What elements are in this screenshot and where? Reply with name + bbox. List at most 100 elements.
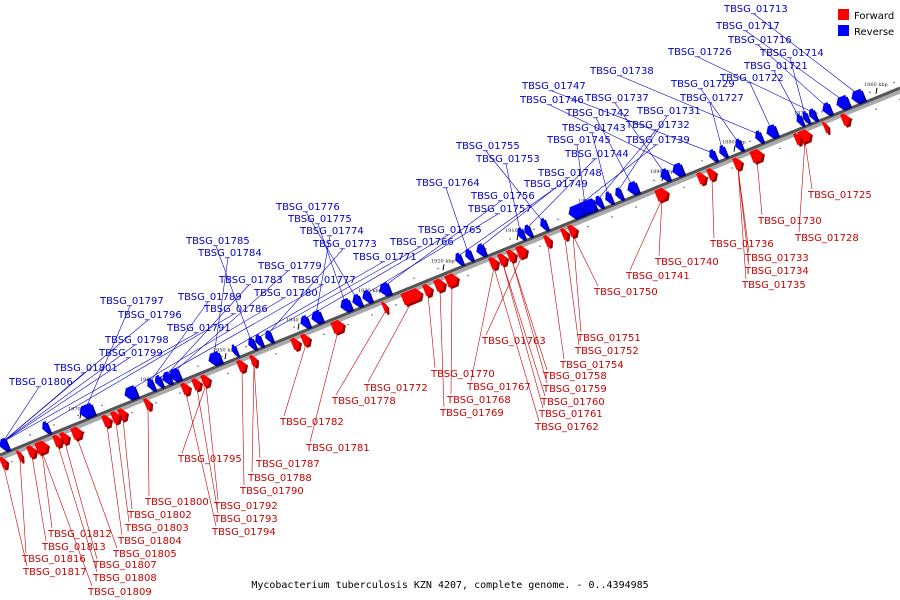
tick-dot <box>101 404 103 407</box>
reverse-gene-label: TBSG_01765 <box>417 225 482 236</box>
reverse-leader-line <box>365 213 499 295</box>
forward-gene-label: TBSG_01751 <box>576 333 641 344</box>
forward-gene-arrow <box>70 426 84 442</box>
reverse-gene-label: TBSG_01798 <box>104 335 169 346</box>
forward-gene-label: TBSG_01769 <box>439 408 504 419</box>
reverse-leader-line <box>526 158 596 229</box>
reverse-gene-label: TBSG_01739 <box>625 135 690 146</box>
reverse-gene-arrow <box>0 437 12 453</box>
forward-leader-line <box>76 437 118 549</box>
legend-forward-label: Forward <box>854 11 894 22</box>
forward-gene-label: TBSG_01768 <box>446 395 511 406</box>
reverse-gene-label: TBSG_01766 <box>389 237 454 248</box>
reverse-gene-arrow <box>465 248 476 263</box>
reverse-gene-arrow <box>766 124 781 140</box>
reverse-gene-label: TBSG_01779 <box>257 261 322 272</box>
reverse-gene-arrow <box>540 217 551 232</box>
forward-gene-arrow <box>200 374 213 389</box>
reverse-leader-line <box>597 129 657 200</box>
tick-dot <box>437 267 439 270</box>
forward-gene-arrow <box>26 445 39 460</box>
tick-dot <box>29 433 31 436</box>
forward-leader-line <box>19 460 27 554</box>
forward-leader-line <box>450 284 453 395</box>
forward-leader-line <box>64 442 98 560</box>
reverse-gene-label: TBSG_01785 <box>185 236 250 247</box>
tick-dot <box>893 81 895 84</box>
forward-leader-line <box>147 408 150 497</box>
reverse-gene-label: TBSG_01799 <box>98 348 163 359</box>
reverse-gene-label: TBSG_01713 <box>723 4 788 15</box>
tick-dot <box>371 313 373 316</box>
tick-dot <box>653 179 655 182</box>
reverse-gene-arrow <box>735 138 746 153</box>
forward-gene-label: TBSG_01793 <box>213 514 278 525</box>
forward-gene-label: TBSG_01730 <box>757 216 822 227</box>
reverse-leader-line <box>2 372 85 443</box>
forward-gene-label: TBSG_01752 <box>574 346 639 357</box>
forward-gene-label: TBSG_01760 <box>540 397 605 408</box>
forward-leader-line <box>31 455 47 542</box>
forward-gene-label: TBSG_01816 <box>21 554 86 565</box>
reverse-gene-label: TBSG_01791 <box>166 323 231 334</box>
reverse-gene-arrow <box>595 195 606 210</box>
forward-leader-line <box>658 199 663 257</box>
legend: Forward Reverse <box>838 9 894 38</box>
forward-gene-label: TBSG_01759 <box>542 384 607 395</box>
reverse-leader-line <box>549 104 678 168</box>
reverse-gene-arrow <box>79 402 98 420</box>
reverse-gene-arrow <box>162 371 175 386</box>
forward-leader-line <box>737 168 750 266</box>
tick-dot <box>875 108 877 111</box>
tick-dot <box>485 248 487 250</box>
forward-leader-line <box>470 267 495 382</box>
forward-leader-line <box>502 263 544 409</box>
reverse-gene-arrow <box>379 281 394 298</box>
reverse-leader-line <box>595 117 633 186</box>
axis-tick <box>875 87 878 94</box>
reverse-gene-arrow <box>124 385 141 402</box>
reverse-gene-arrow <box>796 113 806 128</box>
forward-leader-line <box>804 140 813 190</box>
forward-gene-arrow <box>400 288 424 308</box>
reverse-gene-label: TBSG_01797 <box>99 296 164 307</box>
reverse-gene-label: TBSG_01757 <box>467 204 532 215</box>
forward-gene-label: TBSG_01792 <box>213 501 278 512</box>
reverse-gene-arrow <box>627 180 642 196</box>
tick-dot <box>275 353 277 355</box>
forward-gene-label: TBSG_01750 <box>593 287 658 298</box>
reverse-gene-label: TBSG_01776 <box>275 202 340 213</box>
reverse-leader-line <box>129 297 285 391</box>
forward-leader-line <box>547 245 565 360</box>
reverse-gene-label: TBSG_01737 <box>584 93 649 104</box>
tick-dot <box>77 414 79 416</box>
reverse-gene-label: TBSG_01722 <box>719 73 784 84</box>
reverse-leader-line <box>745 30 843 100</box>
tick-dot <box>821 111 823 113</box>
forward-gene-arrow <box>15 450 25 464</box>
forward-gene-label: TBSG_01813 <box>41 542 106 553</box>
reverse-leader-line <box>233 261 384 348</box>
reverse-leader-line <box>551 90 713 153</box>
forward-gene-arrow <box>110 411 123 426</box>
forward-leader-line <box>241 370 245 486</box>
tick-dot <box>221 355 223 358</box>
tick-dot <box>245 345 247 348</box>
reverse-gene-arrow <box>822 102 835 117</box>
tick-dot <box>509 238 511 240</box>
reverse-gene-arrow <box>300 314 313 330</box>
reverse-gene-arrow <box>455 252 466 267</box>
reverse-gene-arrow <box>836 94 853 111</box>
reverse-gene-label: TBSG_01789 <box>177 292 242 303</box>
reverse-leader-line <box>457 188 555 257</box>
reverse-gene-label: TBSG_01784 <box>197 248 262 259</box>
axis-tick-label: 1970 kbp <box>68 406 92 412</box>
reverse-leader-line <box>576 144 586 205</box>
legend-forward-swatch <box>838 9 849 20</box>
forward-gene-arrow <box>248 354 260 369</box>
reverse-leader-line <box>2 332 198 443</box>
reverse-gene-arrow <box>340 297 355 313</box>
reverse-gene-label: TBSG_01721 <box>743 61 808 72</box>
reverse-gene-arrow <box>605 191 616 206</box>
reverse-gene-arrow <box>851 88 868 105</box>
